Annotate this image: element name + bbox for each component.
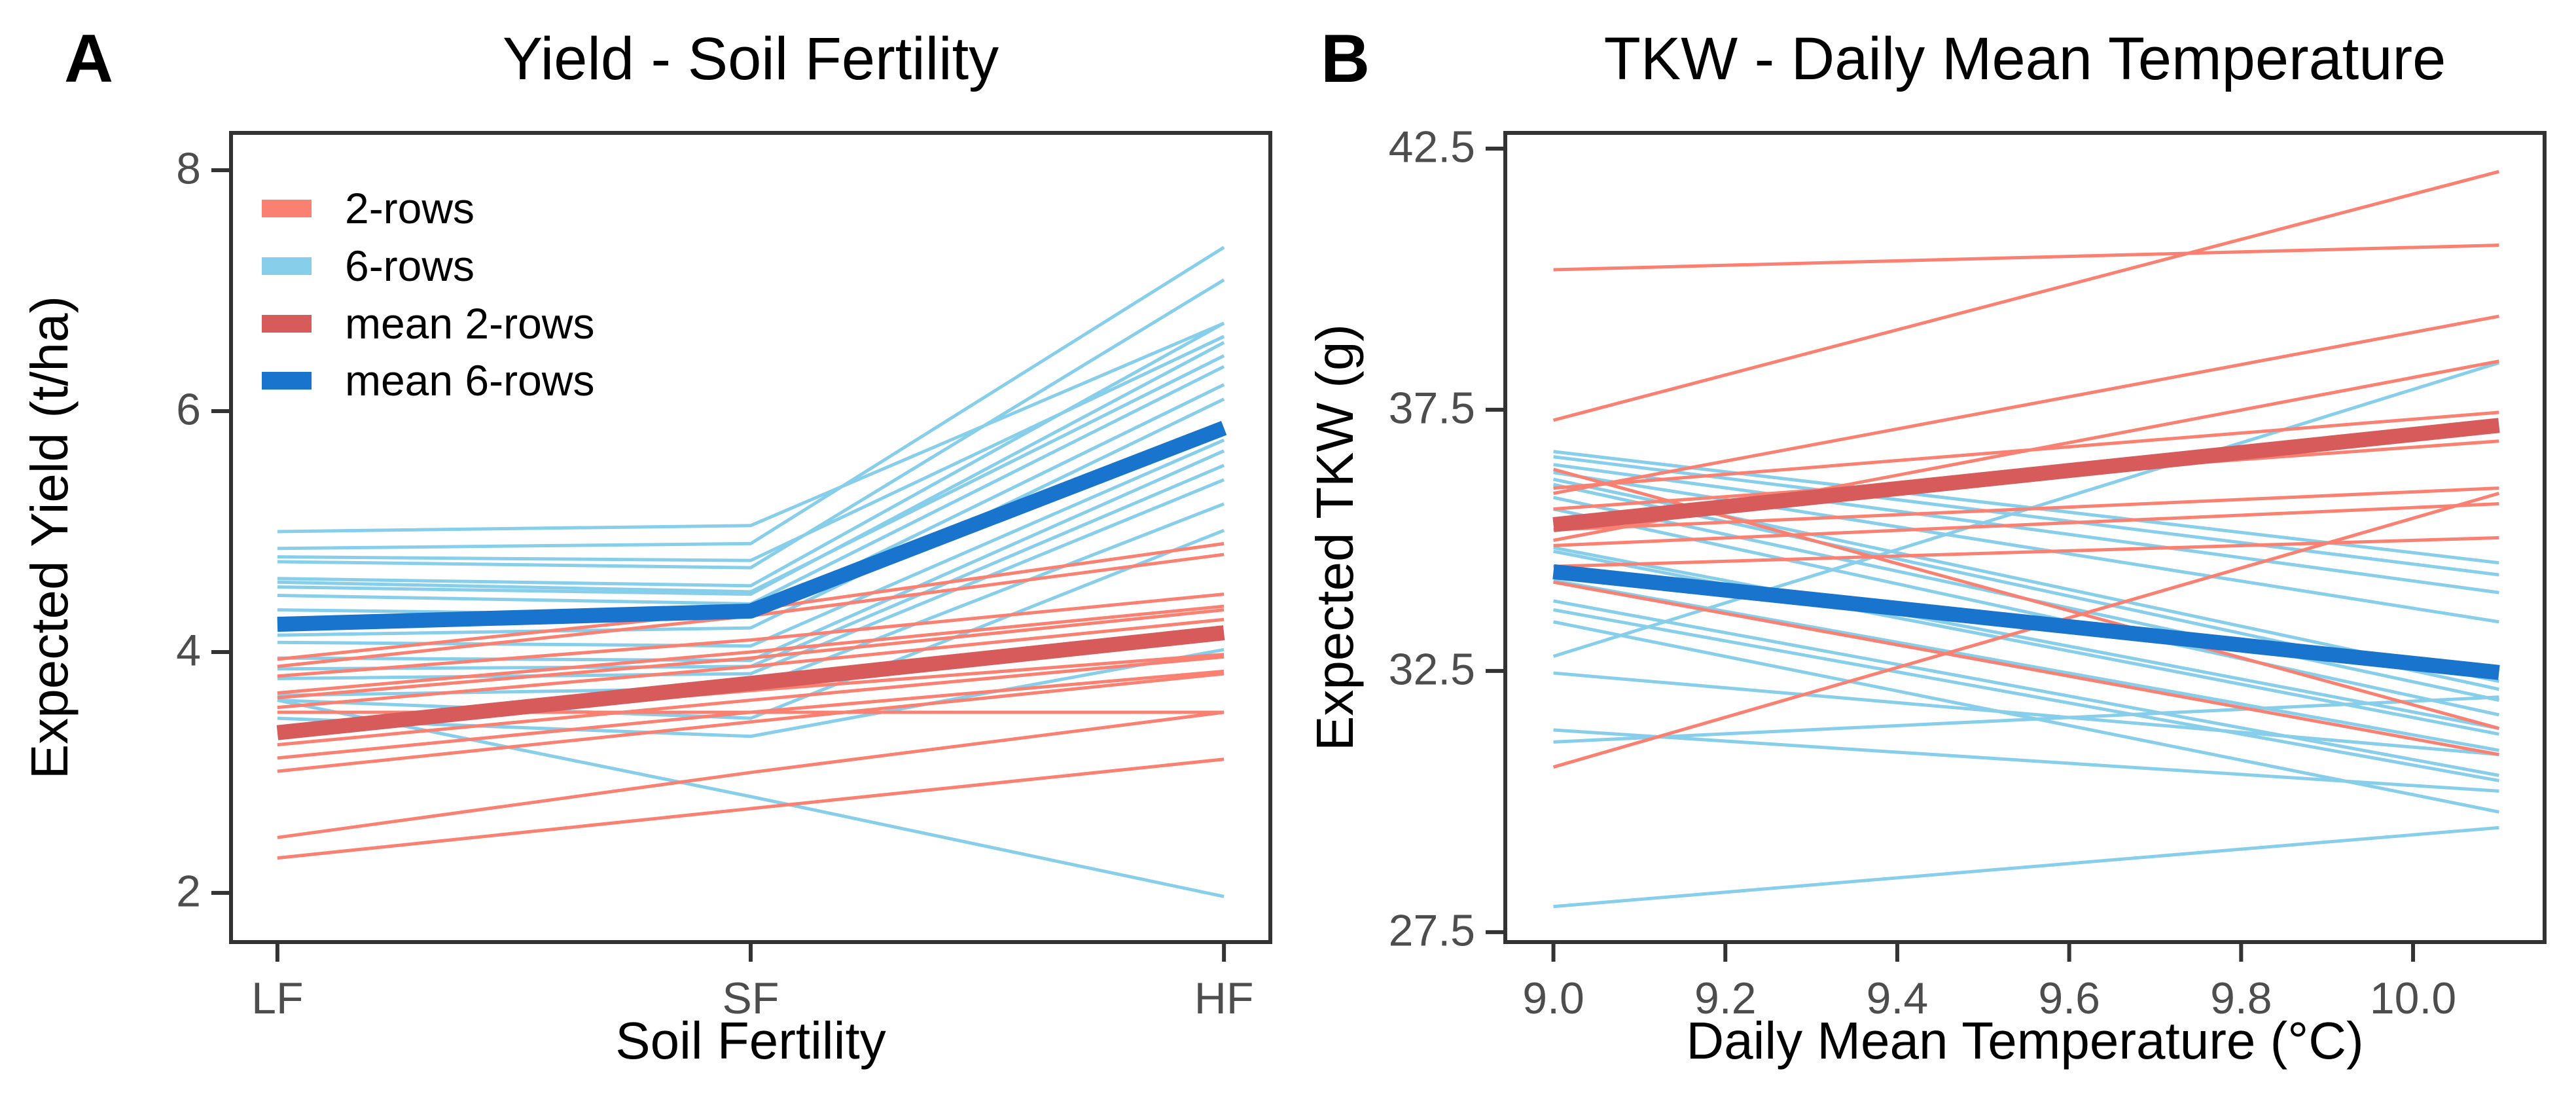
- panel-a-y-tick-label: 6: [176, 384, 201, 435]
- panel-b-y-tick-label: 32.5: [1388, 644, 1475, 695]
- panel-b-y-tick-label: 37.5: [1388, 383, 1475, 433]
- panel-b-x-tick-label: 9.2: [1694, 973, 1757, 1023]
- panel-a-title: Yield - Soil Fertility: [502, 26, 999, 92]
- panel-b-y-tick-label: 42.5: [1388, 122, 1475, 172]
- panel-b-x-axis-title: Daily Mean Temperature (°C): [1686, 1011, 2364, 1070]
- 2-rows-swatch: [262, 199, 312, 217]
- legend-item-label: mean 6-rows: [345, 356, 595, 405]
- legend-item-label: 6-rows: [345, 242, 475, 290]
- panel-b-x-tick-label: 9.4: [1866, 973, 1929, 1023]
- mean-2-rows-swatch: [262, 314, 312, 333]
- panel-a-x-tick-label: SF: [722, 973, 779, 1023]
- legend-item-mean-6-rows: mean 6-rows: [262, 354, 594, 407]
- panel-a-y-tick-label: 2: [176, 866, 201, 917]
- panel-a-x-tick-label: HF: [1194, 973, 1254, 1023]
- panel-b-x-tick-label: 9.6: [2038, 973, 2100, 1023]
- panel-a-y-tick-label: 8: [176, 143, 201, 194]
- panel-b-title: TKW - Daily Mean Temperature: [1603, 26, 2446, 92]
- 6-rows-swatch: [262, 257, 312, 275]
- panel-b-x-tick-label: 9.8: [2210, 973, 2272, 1023]
- panel-b-x-tick-label: 9.0: [1522, 973, 1584, 1023]
- legend-item-label: mean 2-rows: [345, 299, 595, 348]
- mean-6-rows-swatch: [262, 371, 312, 390]
- legend-item-mean-2-rows: mean 2-rows: [262, 297, 594, 350]
- panel-a-y-axis-title: Expected Yield (t/ha): [20, 295, 79, 780]
- panel-b-label: B: [1321, 21, 1370, 97]
- panel-b-y-tick-label: 27.5: [1388, 905, 1475, 956]
- panel-a-label: A: [64, 21, 114, 97]
- panel-a-x-axis-title: Soil Fertility: [615, 1011, 886, 1070]
- legend-item-label: 2-rows: [345, 184, 475, 232]
- panel-a-x-tick-label: LF: [251, 973, 304, 1023]
- legend-item-2-rows: 2-rows: [262, 182, 474, 234]
- panel-b-x-tick-label: 10.0: [2369, 973, 2457, 1023]
- legend-item-6-rows: 6-rows: [262, 240, 474, 292]
- panel-a-y-tick-label: 4: [176, 625, 201, 676]
